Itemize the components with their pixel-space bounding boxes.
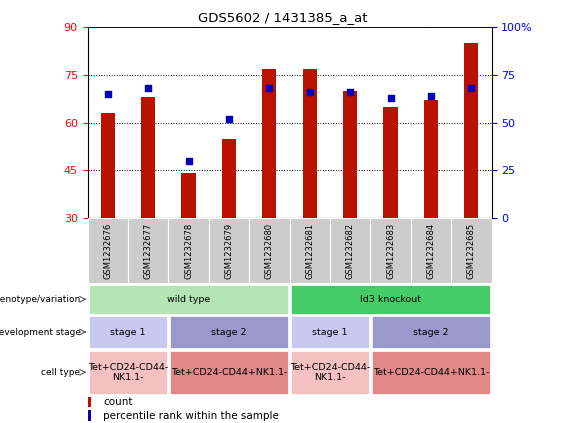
Text: GDS5602 / 1431385_a_at: GDS5602 / 1431385_a_at [198,11,367,24]
Bar [372,351,490,394]
Text: development stage: development stage [0,327,81,337]
Bar [249,218,289,283]
Bar [371,218,411,283]
Text: GSM1232685: GSM1232685 [467,223,476,279]
Text: Tet+CD24-CD44+NK1.1-: Tet+CD24-CD44+NK1.1- [373,368,489,377]
Bar [290,218,330,283]
Text: percentile rank within the sample: percentile rank within the sample [103,411,279,420]
Bar [209,218,249,283]
Text: Tet+CD24-CD44-
NK1.1-: Tet+CD24-CD44- NK1.1- [290,363,370,382]
Point [184,157,193,164]
Bar [181,173,195,218]
Text: stage 2: stage 2 [413,327,449,337]
Bar [101,113,115,218]
Bar [424,101,438,218]
Text: GSM1232678: GSM1232678 [184,223,193,279]
Point [467,85,476,92]
Bar [303,69,317,218]
Bar [141,97,155,218]
Text: count: count [103,397,133,407]
Text: GSM1232679: GSM1232679 [224,223,233,279]
Bar [88,397,91,407]
Text: Tet+CD24-CD44-
NK1.1-: Tet+CD24-CD44- NK1.1- [88,363,168,382]
Text: GSM1232683: GSM1232683 [386,223,395,279]
Text: Id3 knockout: Id3 knockout [360,295,421,304]
Point [386,95,395,102]
Bar [451,218,492,283]
Text: GSM1232676: GSM1232676 [103,223,112,279]
Text: Tet+CD24-CD44+NK1.1-: Tet+CD24-CD44+NK1.1- [171,368,287,377]
Bar [330,218,371,283]
Text: GSM1232680: GSM1232680 [265,223,274,279]
Point [305,89,314,96]
Text: wild type: wild type [167,295,210,304]
Bar [89,285,288,314]
Bar [372,316,490,348]
Bar [291,285,490,314]
Bar [170,316,288,348]
Point [265,85,274,92]
Text: GSM1232682: GSM1232682 [346,223,355,279]
Bar [343,91,357,218]
Text: GSM1232684: GSM1232684 [427,223,436,279]
Bar [89,351,167,394]
Text: GSM1232681: GSM1232681 [305,223,314,279]
Text: stage 1: stage 1 [312,327,347,337]
Point [224,115,233,122]
Bar [222,139,236,218]
Text: cell type: cell type [41,368,81,377]
Bar [464,44,479,218]
Bar [88,218,128,283]
Text: stage 2: stage 2 [211,327,247,337]
Text: stage 1: stage 1 [110,327,146,337]
Point [427,93,436,99]
Bar [384,107,398,218]
Bar [128,218,168,283]
Bar [262,69,276,218]
Bar [89,316,167,348]
Bar [291,316,369,348]
Bar [411,218,451,283]
Text: genotype/variation: genotype/variation [0,295,81,304]
Point [144,85,153,92]
Point [103,91,112,98]
Point [346,89,355,96]
Bar [88,410,91,421]
Text: GSM1232677: GSM1232677 [144,223,153,279]
Bar [170,351,288,394]
Bar [168,218,209,283]
Bar [291,351,369,394]
